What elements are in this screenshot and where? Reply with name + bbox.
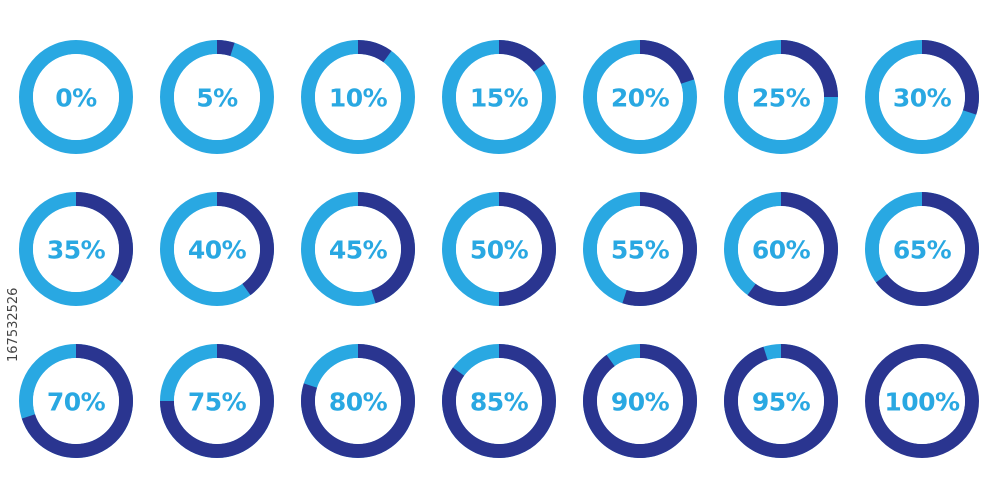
donut-fill-segment (76, 192, 133, 283)
donut-center (456, 358, 542, 444)
donut-70-percent: 70% (19, 344, 133, 458)
donut-25-percent: 25% (724, 40, 838, 154)
donut-15-percent: 15% (442, 40, 556, 154)
donut-75-percent: 75% (160, 344, 274, 458)
donut-40-percent: 40% (160, 192, 275, 306)
donut-label: 65% (893, 236, 952, 265)
donut-label: 55% (611, 236, 670, 265)
donut-10-percent: 10% (301, 40, 415, 154)
donut-center (456, 54, 542, 140)
donut-label: 40% (188, 236, 247, 265)
donut-90-percent: 90% (582, 344, 697, 458)
donut-fill-segment (358, 40, 392, 63)
donut-85-percent: 85% (442, 344, 556, 458)
donut-label: 60% (752, 236, 811, 265)
donut-fill-segment (358, 192, 416, 304)
donut-0-percent: 0% (19, 40, 133, 154)
donut-95-percent: 95% (724, 344, 839, 458)
donut-center (315, 358, 401, 444)
donut-fill-segment (922, 40, 979, 115)
donut-center (456, 206, 542, 292)
donut-label: 35% (47, 236, 106, 265)
donut-center (33, 358, 119, 444)
donut-center (315, 206, 401, 292)
donut-label: 30% (893, 84, 952, 113)
stock-image-id: 167532526 (6, 287, 21, 362)
donut-fill-segment (499, 40, 546, 72)
donut-50-percent: 50% (442, 192, 556, 306)
donut-center (738, 54, 824, 140)
donut-20-percent: 20% (583, 40, 697, 154)
donut-60-percent: 60% (724, 192, 838, 306)
donut-label: 45% (329, 236, 388, 265)
donut-fill-segment (640, 40, 695, 84)
donut-label: 0% (55, 84, 97, 113)
donut-label: 85% (470, 388, 529, 417)
donut-center (174, 206, 260, 292)
donut-5-percent: 5% (160, 40, 274, 154)
donut-center (33, 54, 119, 140)
donut-30-percent: 30% (865, 40, 979, 154)
donut-label: 95% (752, 388, 811, 417)
donut-label: 70% (47, 388, 106, 417)
donut-100-percent: 100% (865, 344, 979, 458)
donut-fill-segment (499, 192, 556, 306)
donut-center (597, 206, 683, 292)
donut-35-percent: 35% (19, 192, 133, 306)
donut-track (865, 344, 979, 458)
donut-label: 50% (470, 236, 529, 265)
donut-label: 75% (188, 388, 247, 417)
donut-center (879, 206, 965, 292)
donut-fill-segment (217, 40, 235, 57)
donut-label: 90% (611, 388, 670, 417)
donut-fill-segment (747, 192, 838, 306)
donut-center (879, 54, 965, 140)
donut-65-percent: 65% (865, 192, 979, 306)
donut-55-percent: 55% (583, 192, 697, 306)
donut-center (738, 358, 824, 444)
donut-fill-segment (217, 192, 275, 296)
donut-track (19, 40, 133, 154)
donut-center (33, 206, 119, 292)
donut-center (597, 358, 683, 444)
donut-80-percent: 80% (300, 344, 415, 458)
donut-center (174, 54, 260, 140)
donut-label: 80% (329, 388, 388, 417)
donut-center (315, 54, 401, 140)
donut-center (738, 206, 824, 292)
donut-label: 5% (196, 84, 238, 113)
donut-label: 10% (329, 84, 388, 113)
donut-center (597, 54, 683, 140)
donut-fill-segment (781, 40, 838, 97)
donut-45-percent: 45% (301, 192, 416, 306)
donut-label: 25% (752, 84, 811, 113)
donut-fill-segment (622, 192, 697, 306)
donut-center (879, 358, 965, 444)
donut-label: 15% (470, 84, 529, 113)
donut-center (174, 358, 260, 444)
donut-label: 20% (611, 84, 670, 113)
donut-label: 100% (884, 388, 960, 417)
